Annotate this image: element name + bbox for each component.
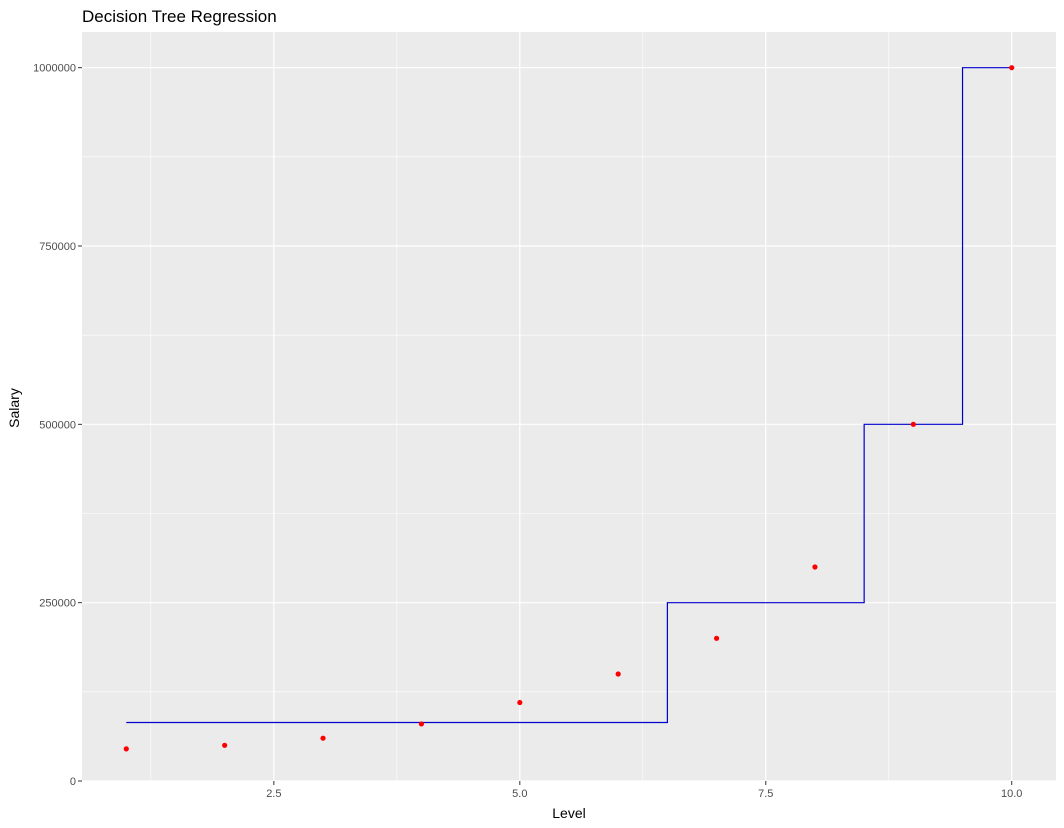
x-axis-title: Level — [552, 805, 585, 821]
data-point — [222, 742, 228, 748]
data-point — [320, 735, 326, 741]
y-tick-label: 750000 — [39, 241, 76, 253]
series-layer — [123, 65, 1015, 752]
y-tick-label: 1000000 — [33, 63, 76, 75]
data-point — [517, 699, 523, 706]
y-tick-label: 250000 — [39, 598, 76, 610]
data-point — [615, 671, 621, 677]
x-tick-label: 7.5 — [758, 788, 773, 800]
data-point — [812, 564, 818, 570]
data-point — [1009, 65, 1015, 71]
minor-gridlines — [82, 32, 1056, 781]
y-tick-label: 0 — [70, 776, 76, 788]
data-point — [123, 746, 129, 752]
y-axis-title: Salary — [6, 388, 22, 428]
y-axis: 0 250000 500000 750000 1000000 — [33, 63, 82, 788]
data-point — [713, 635, 720, 641]
data-point — [418, 721, 425, 727]
x-tick-label: 2.5 — [266, 788, 281, 800]
data-point — [910, 421, 916, 427]
chart-title: Decision Tree Regression — [82, 7, 277, 26]
x-axis: 2.5 5.0 7.5 10.0 — [266, 781, 1022, 800]
y-tick-label: 500000 — [39, 419, 76, 431]
major-gridlines — [82, 32, 1056, 782]
plot-panel — [82, 32, 1056, 781]
x-tick-label: 5.0 — [512, 788, 527, 800]
x-tick-label: 10.0 — [1001, 788, 1022, 800]
step-line — [126, 67, 1012, 724]
